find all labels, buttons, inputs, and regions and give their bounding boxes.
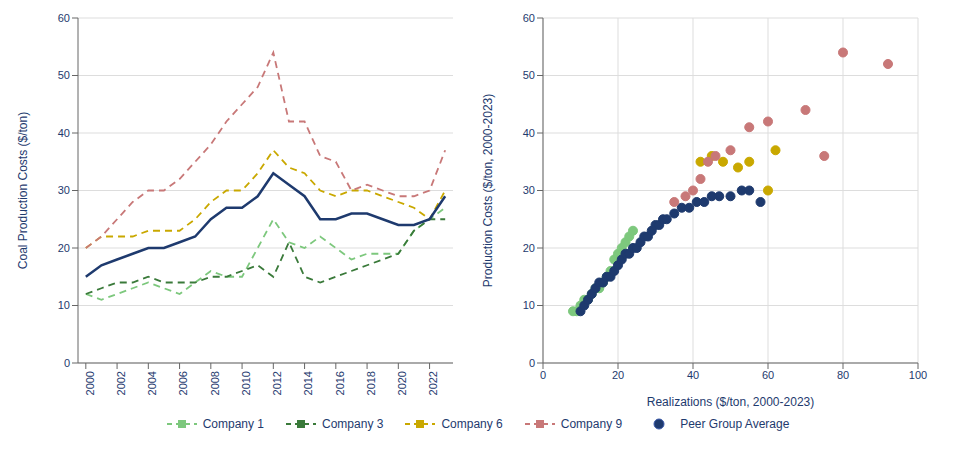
svg-text:Realizations ($/ton, 2000-2023: Realizations ($/ton, 2000-2023) bbox=[647, 395, 814, 409]
svg-text:80: 80 bbox=[837, 369, 849, 381]
svg-text:2012: 2012 bbox=[271, 371, 283, 395]
svg-text:10: 10 bbox=[523, 299, 535, 311]
svg-text:50: 50 bbox=[58, 69, 70, 81]
svg-text:2010: 2010 bbox=[240, 371, 252, 395]
html-text:Company 6: Company 6 bbox=[441, 417, 503, 431]
svg-text:2016: 2016 bbox=[334, 371, 346, 395]
svg-text:2022: 2022 bbox=[427, 371, 439, 395]
svg-text:20: 20 bbox=[58, 242, 70, 254]
html-text:Company 1: Company 1 bbox=[202, 417, 264, 431]
html-text:Company 3: Company 3 bbox=[322, 417, 384, 431]
svg-text:2002: 2002 bbox=[115, 371, 127, 395]
svg-text:Production Costs ($/ton, 2000-: Production Costs ($/ton, 2000-2023) bbox=[481, 94, 495, 287]
html-text:Company 9: Company 9 bbox=[560, 417, 623, 431]
svg-text:2006: 2006 bbox=[177, 371, 189, 395]
svg-text:2004: 2004 bbox=[146, 371, 158, 395]
svg-text:30: 30 bbox=[523, 184, 535, 196]
svg-text:40: 40 bbox=[58, 127, 70, 139]
svg-text:2018: 2018 bbox=[365, 371, 377, 395]
svg-text:60: 60 bbox=[58, 12, 70, 24]
svg-text:Coal Production Costs ($/ton): Coal Production Costs ($/ton) bbox=[16, 112, 30, 269]
svg-text:60: 60 bbox=[523, 12, 535, 24]
svg-text:2008: 2008 bbox=[209, 371, 221, 395]
svg-text:0: 0 bbox=[540, 369, 546, 381]
svg-text:10: 10 bbox=[58, 299, 70, 311]
svg-text:100: 100 bbox=[909, 369, 927, 381]
svg-text:30: 30 bbox=[58, 184, 70, 196]
html-text:Peer Group Average: Peer Group Average bbox=[680, 417, 790, 431]
svg-text:40: 40 bbox=[523, 127, 535, 139]
svg-text:2014: 2014 bbox=[302, 371, 314, 395]
svg-text:20: 20 bbox=[612, 369, 624, 381]
svg-text:0: 0 bbox=[529, 357, 535, 369]
svg-text:20: 20 bbox=[523, 242, 535, 254]
svg-text:2000: 2000 bbox=[84, 371, 96, 395]
svg-text:60: 60 bbox=[762, 369, 774, 381]
svg-text:2020: 2020 bbox=[396, 371, 408, 395]
svg-text:50: 50 bbox=[523, 69, 535, 81]
svg-text:40: 40 bbox=[687, 369, 699, 381]
svg-text:0: 0 bbox=[64, 357, 70, 369]
